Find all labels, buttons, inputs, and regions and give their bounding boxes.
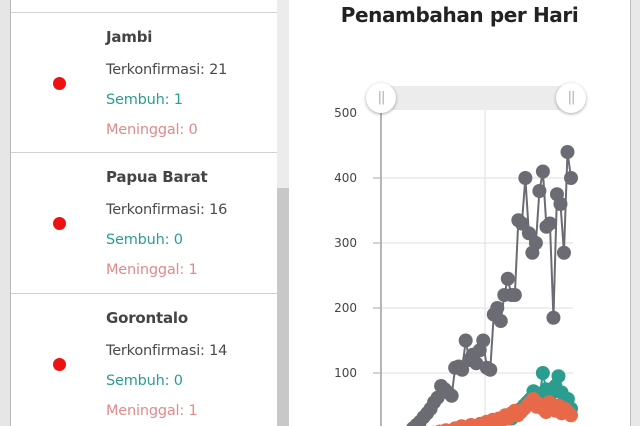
list-item-papua-barat[interactable]: Papua Barat Terkonfirmasi: 16 Sembuh: 0 …	[11, 152, 277, 293]
data-point	[507, 288, 522, 302]
list-scrollbar-thumb[interactable]	[277, 188, 289, 426]
list-item-jambi[interactable]: Jambi Terkonfirmasi: 21 Sembuh: 1 Mening…	[11, 12, 277, 153]
data-point	[556, 245, 571, 260]
data-point	[564, 408, 578, 423]
recovered-count: Sembuh: 0	[106, 373, 183, 389]
range-slider-right-handle[interactable]: ||	[556, 83, 586, 113]
range-slider-left-handle[interactable]: ||	[366, 83, 396, 113]
y-tick-400: 400	[334, 171, 357, 185]
data-point	[469, 356, 484, 371]
data-point	[514, 216, 529, 231]
data-point	[542, 216, 557, 231]
y-tick-300: 300	[334, 236, 357, 250]
chart-title: Penambahan per Hari	[340, 3, 579, 27]
data-point	[458, 333, 473, 348]
right-margin	[630, 0, 640, 426]
data-point	[532, 184, 547, 198]
confirmed-count: Terkonfirmasi: 14	[106, 343, 228, 359]
series-terkonfirmasi	[406, 145, 578, 426]
data-point	[455, 362, 470, 377]
deaths-count: Meninggal: 1	[106, 262, 198, 278]
recovered-count: Sembuh: 0	[106, 232, 183, 248]
data-point	[546, 310, 561, 325]
daily-chart-card: Penambahan per Hari 500 400 300 200 100 …	[289, 0, 630, 426]
deaths-count: Meninggal: 0	[106, 122, 198, 138]
data-point	[535, 366, 550, 380]
series-meninggal	[431, 392, 578, 426]
data-point	[483, 362, 498, 377]
data-point	[553, 197, 568, 211]
province-list[interactable]: Jambi Terkonfirmasi: 21 Sembuh: 1 Mening…	[11, 0, 277, 426]
y-tick-100: 100	[334, 366, 357, 380]
data-point	[551, 369, 566, 384]
data-point	[528, 236, 543, 250]
chart-plot-area	[373, 105, 578, 426]
y-tick-200: 200	[334, 301, 357, 315]
y-axis-ticks	[373, 177, 381, 374]
province-name: Gorontalo	[106, 309, 188, 327]
red-marker-icon	[53, 77, 66, 90]
red-marker-icon	[53, 217, 66, 230]
data-point	[535, 164, 550, 179]
deaths-count: Meninggal: 1	[106, 403, 198, 419]
data-point	[521, 226, 536, 241]
y-tick-500: 500	[334, 106, 357, 120]
data-point	[490, 301, 505, 315]
confirmed-count: Terkonfirmasi: 21	[106, 62, 228, 78]
recovered-count: Sembuh: 1	[106, 92, 183, 108]
list-item-gorontalo[interactable]: Gorontalo Terkonfirmasi: 14 Sembuh: 0 Me…	[11, 293, 277, 426]
data-point	[518, 171, 533, 185]
province-name: Papua Barat	[106, 168, 208, 186]
data-point	[476, 333, 491, 348]
confirmed-count: Terkonfirmasi: 16	[106, 202, 228, 218]
range-slider-track[interactable]	[380, 86, 571, 110]
data-point	[560, 145, 575, 159]
red-marker-icon	[53, 358, 66, 371]
province-name: Jambi	[106, 28, 153, 46]
data-point	[493, 314, 508, 328]
data-point	[500, 271, 515, 286]
data-point	[444, 388, 459, 403]
chart-series	[406, 145, 578, 426]
data-point	[564, 171, 578, 185]
left-margin	[0, 0, 11, 426]
